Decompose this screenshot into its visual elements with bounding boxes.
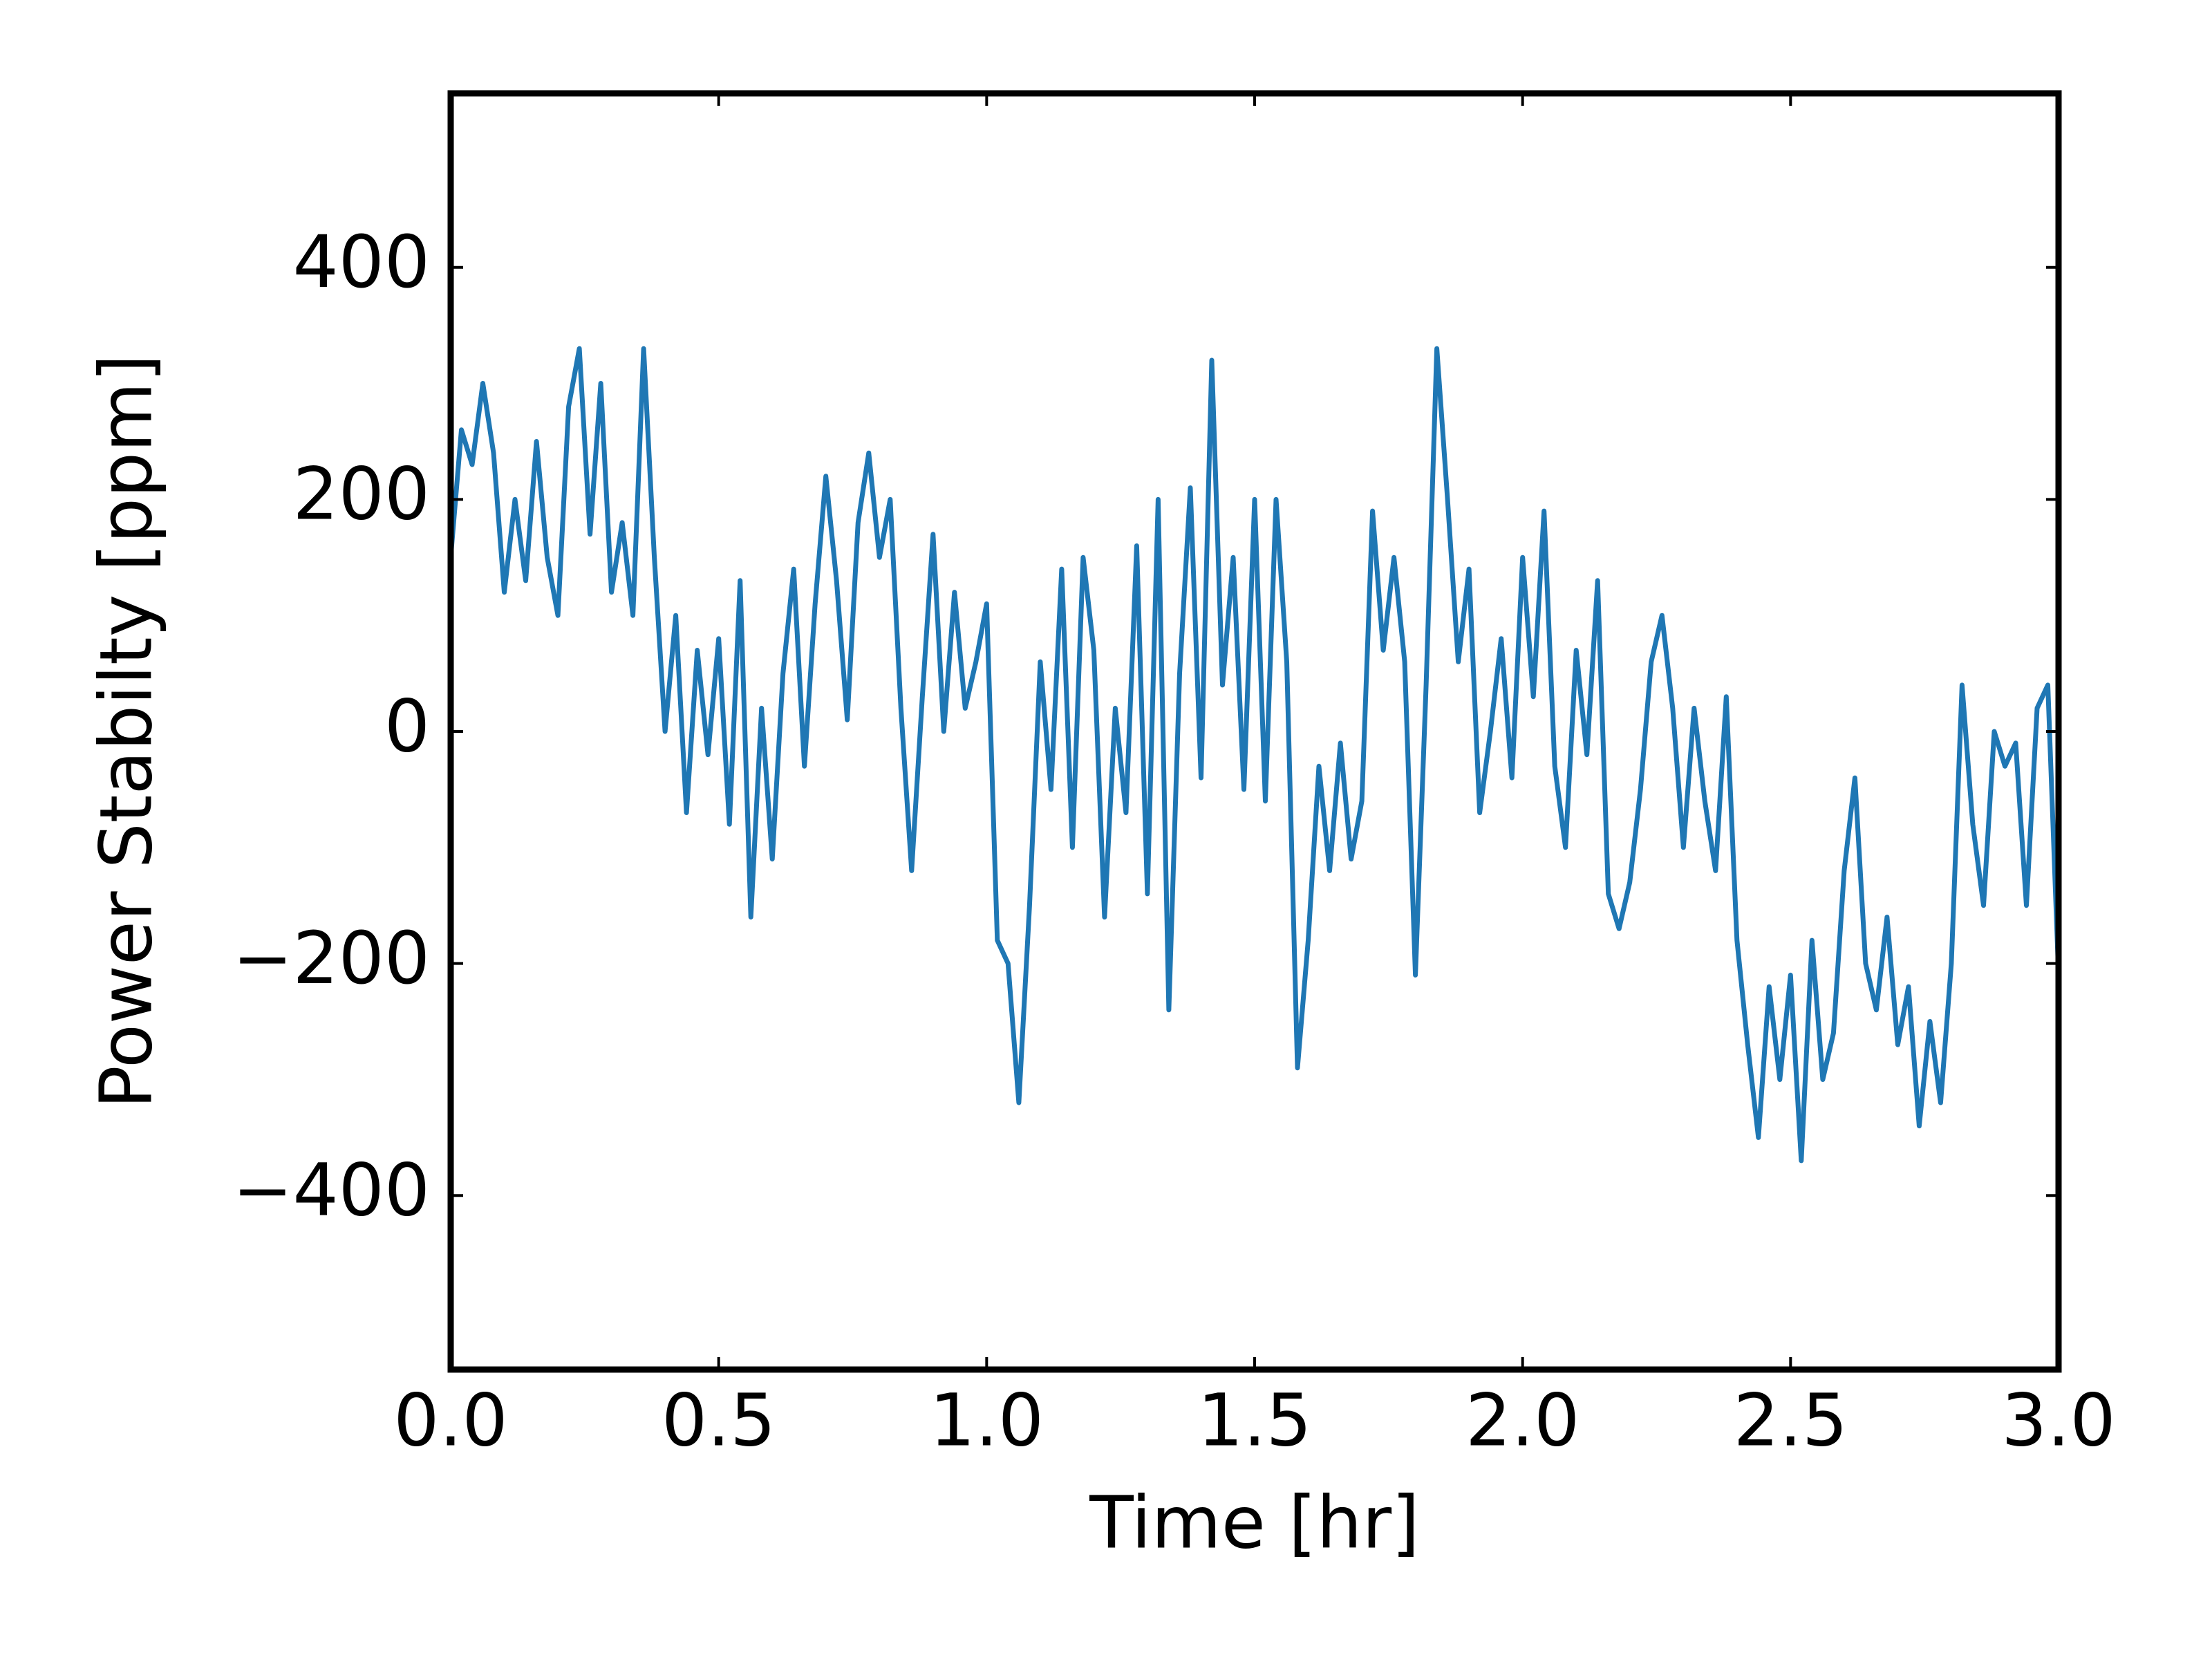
data-line (451, 346, 2059, 1164)
x-tick-label: 0.0 (393, 1378, 507, 1462)
y-tick-label: 400 (292, 220, 430, 304)
plot-frame (447, 90, 2062, 1373)
x-tick-label: 1.5 (1197, 1378, 1311, 1462)
x-tick-label: 0.5 (662, 1378, 776, 1462)
y-tick-label: −400 (232, 1148, 430, 1233)
y-tick-label: 0 (384, 684, 430, 768)
y-tick-label: −200 (232, 916, 430, 1000)
x-tick-label: 3.0 (2001, 1378, 2115, 1462)
x-tick-label: 2.5 (1734, 1378, 1848, 1462)
y-tick-label: 200 (292, 452, 430, 536)
y-axis-label: Power Stabilty [ppm] (84, 354, 168, 1109)
x-tick-label: 2.0 (1465, 1378, 1580, 1462)
x-tick-label: 1.0 (930, 1378, 1044, 1462)
x-axis-label: Time [hr] (1089, 1480, 1419, 1565)
